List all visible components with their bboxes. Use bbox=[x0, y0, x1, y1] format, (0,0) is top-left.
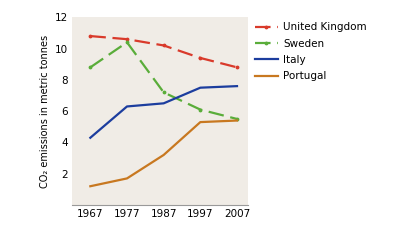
United Kingdom bbox=[234, 66, 239, 69]
Portugal bbox=[88, 185, 93, 188]
Italy bbox=[161, 102, 166, 105]
United Kingdom bbox=[198, 57, 203, 60]
Sweden bbox=[88, 66, 93, 69]
Italy bbox=[198, 86, 203, 89]
Sweden bbox=[125, 41, 130, 44]
United Kingdom bbox=[161, 44, 166, 47]
Italy bbox=[125, 105, 130, 108]
Line: Portugal: Portugal bbox=[90, 121, 237, 186]
Portugal bbox=[234, 119, 239, 122]
Portugal bbox=[125, 177, 130, 180]
Line: Italy: Italy bbox=[90, 86, 237, 138]
United Kingdom bbox=[88, 35, 93, 38]
Portugal bbox=[198, 121, 203, 124]
Legend: United Kingdom, Sweden, Italy, Portugal: United Kingdom, Sweden, Italy, Portugal bbox=[255, 22, 367, 81]
Y-axis label: CO₂ emissions in metric tonnes: CO₂ emissions in metric tonnes bbox=[40, 35, 50, 188]
Line: Sweden: Sweden bbox=[88, 40, 240, 122]
United Kingdom bbox=[125, 38, 130, 41]
Italy bbox=[88, 136, 93, 139]
Sweden bbox=[198, 108, 203, 111]
Italy bbox=[234, 85, 239, 88]
Sweden bbox=[234, 118, 239, 121]
Sweden bbox=[161, 91, 166, 94]
Portugal bbox=[161, 153, 166, 156]
Line: United Kingdom: United Kingdom bbox=[88, 34, 240, 70]
